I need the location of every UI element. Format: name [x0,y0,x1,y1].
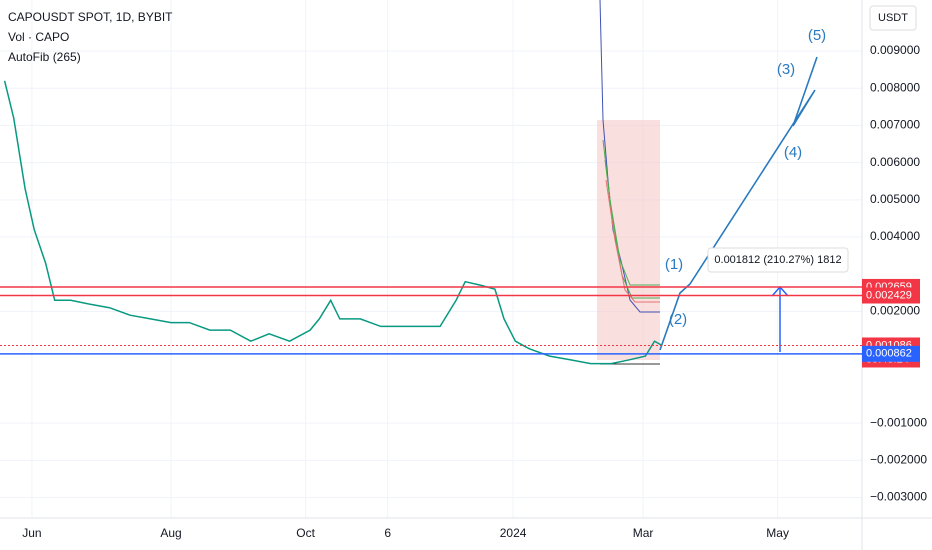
wave-label: (3) [777,61,795,78]
wave-label: (1) [665,256,683,273]
y-tick-label: 0.009000 [870,43,920,57]
fib-zone [597,120,660,360]
x-tick-label: May [766,526,789,540]
y-tick-label: 0.004000 [870,229,920,243]
price-line [3,80,662,365]
indicator-label: Vol · CAPO [8,30,69,44]
x-tick-label: Aug [160,526,181,540]
wave-label: (5) [808,27,826,44]
y-tick-label: 0.005000 [870,192,920,206]
price-tag [862,345,920,362]
wave-path [659,56,818,351]
y-tick-label: 0.002000 [870,304,920,318]
measure-box [707,247,849,273]
chart-title: CAPOUSDT SPOT, 1D, BYBIT [8,10,173,24]
x-tick-label: 6 [384,526,391,540]
fib-line [605,179,660,303]
y-unit[interactable]: USDT [878,12,908,24]
x-tick-label: Oct [296,526,315,540]
y-tick-label: −0.001000 [870,415,927,429]
x-tick-label: Jun [22,526,41,540]
price-tag-label: 0.000862 [866,348,912,360]
wave-label: (2) [669,311,687,328]
y-tick-label: 0.006000 [870,155,920,169]
y-tick-label: 0.008000 [870,80,920,94]
wave-label: (4) [784,144,802,161]
price-tag [862,287,920,304]
y-tick-label: −0.003000 [870,490,927,504]
y-tick-label: 0.007000 [870,118,920,132]
x-tick-label: 2024 [500,526,527,540]
price-tag-label: 0.002429 [866,289,912,301]
indicator-label: AutoFib (265) [8,50,81,64]
measure-label: 0.001812 (210.27%) 1812 [714,254,841,266]
unit-button[interactable] [869,5,917,31]
x-tick-label: Mar [633,526,654,540]
y-tick-label: −0.002000 [870,452,927,466]
